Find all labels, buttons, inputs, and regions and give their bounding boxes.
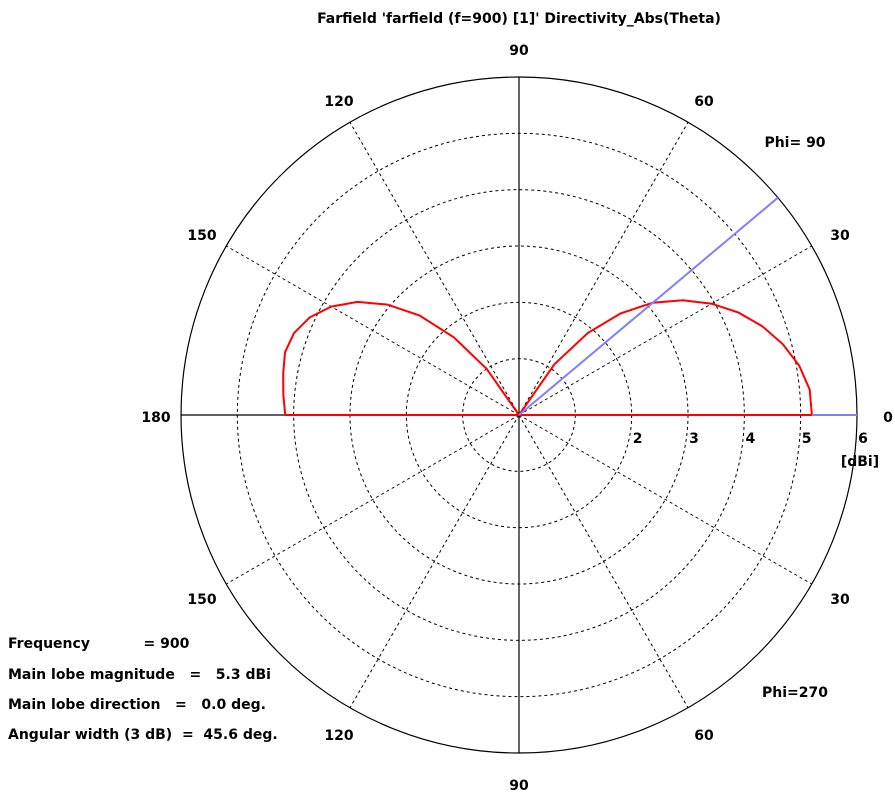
info-main-lobe-direction: Main lobe direction = 0.0 deg. [8,697,266,713]
series-layer [282,196,857,417]
info-angular-width: Angular width (3 dB) = 45.6 deg. [8,727,278,743]
grid-spoke [226,414,520,585]
series-directivity [282,299,813,417]
info-frequency: Frequency = 900 [8,636,190,652]
grid-spoke [518,414,689,708]
radial-tick-label: 4 [745,431,755,447]
cut-label-lower: Phi=270 [762,685,828,701]
angle-label-top: 90 [509,43,529,59]
grid-spoke [518,122,689,416]
grid-spoke [226,245,520,416]
angle-label-lower-right-60: 60 [694,728,714,744]
radial-tick-label: 2 [633,431,643,447]
angle-label-left: 180 [141,410,170,426]
info-main-lobe-magnitude: Main lobe magnitude = 5.3 dBi [8,667,271,683]
angle-label-right: 0 [883,410,893,426]
angle-label-upper-right-30: 30 [830,228,850,244]
angle-label-lower-left-150: 150 [187,592,216,608]
radial-tick-label: 3 [689,431,699,447]
angle-label-lower-left-120: 120 [324,728,353,744]
radial-tick-label: 6 [858,431,868,447]
cut-label-upper: Phi= 90 [764,135,825,151]
grid-spoke [349,414,520,708]
radial-tick-label: 5 [802,431,812,447]
grid-spoke [518,245,812,416]
axis-labels: 2 3 4 5 6 [dBi] 90 90 180 0 60 30 120 150 150 120 30 60 Ph… [141,43,893,792]
angle-label-upper-left-150: 150 [187,228,216,244]
grid-spoke [518,414,812,585]
series-phi-marker [518,196,857,416]
angle-label-upper-left-120: 120 [324,94,353,110]
chart-title: Farfield 'farfield (f=900) [1]' Directiv… [317,11,721,27]
radial-unit-label: [dBi] [841,454,879,470]
grid-spoke [349,122,520,416]
angle-label-upper-right-60: 60 [694,94,714,110]
angle-label-bottom: 90 [509,778,529,792]
angle-label-lower-right-30: 30 [830,592,850,608]
